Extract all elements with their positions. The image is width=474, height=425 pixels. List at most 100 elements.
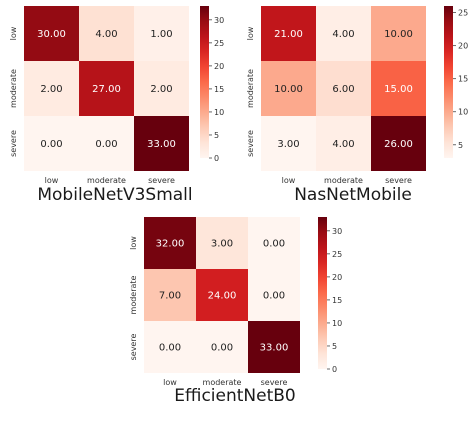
x-tick-label: low — [45, 176, 59, 185]
y-tick-label: moderate — [9, 69, 18, 108]
x-tick-label: severe — [385, 176, 412, 185]
colorbar-tick-label: 20 — [214, 62, 224, 71]
heatmap-cell — [261, 6, 316, 61]
colorbar-tick-label: 30 — [332, 227, 342, 236]
colorbar-tick-label: 30 — [214, 16, 224, 25]
heatmap-cell — [371, 116, 426, 171]
colorbar-tick-label: 0 — [332, 365, 337, 374]
heatmap-cell — [79, 6, 134, 61]
cell-value-label: 0.00 — [263, 239, 285, 250]
cell-value-label: 10.00 — [384, 29, 413, 40]
y-tick-label: low — [9, 26, 18, 40]
heatmap-cell — [248, 321, 300, 373]
heatmap-cell — [316, 6, 371, 61]
cell-value-label: 2.00 — [40, 84, 62, 95]
heatmap-cell — [144, 217, 196, 269]
heatmap-panel-efficientnetb0: 32.00 3.00 0.00 7.00 24.00 0.00 0.00 0.00 33.00 l… — [118, 215, 355, 425]
heatmap-cell — [134, 61, 189, 116]
colorbar-tick-label: 5 — [458, 141, 463, 150]
caption-efficientnetb0: EfficientNetB0 — [174, 386, 296, 406]
heatmap-cell — [196, 321, 248, 373]
cell-value-label: 0.00 — [40, 139, 62, 150]
colorbar-tick-label: 20 — [332, 273, 342, 282]
x-tick-label: moderate — [324, 176, 363, 185]
heatmap-cell — [24, 116, 79, 171]
caption-nasnetmobile: NasNetMobile — [294, 185, 412, 205]
cell-value-label: 15.00 — [384, 84, 413, 95]
cell-value-label: 2.00 — [150, 84, 172, 95]
colorbar-tick-label: 20 — [458, 42, 468, 51]
colorbar-tick-label: 5 — [214, 131, 219, 140]
x-tick-label: moderate — [87, 176, 126, 185]
colorbar-tick-label: 15 — [332, 296, 342, 305]
colorbar-tick-label: 25 — [458, 9, 468, 18]
heatmap-cell — [248, 217, 300, 269]
x-tick-label: low — [163, 378, 177, 387]
heatmap-cell — [261, 61, 316, 116]
cell-value-label: 10.00 — [274, 84, 303, 95]
y-tick-label: low — [246, 26, 255, 40]
heatmap-cell — [261, 116, 316, 171]
colorbar-tick-label: 15 — [458, 75, 468, 84]
cell-value-label: 24.00 — [208, 291, 237, 302]
heatmap-cell — [144, 269, 196, 321]
x-tick-label: severe — [148, 176, 175, 185]
heatmap-cell — [134, 116, 189, 171]
cell-value-label: 7.00 — [159, 291, 181, 302]
x-tick-label: moderate — [203, 378, 242, 387]
caption-mobilenetv3small: MobileNetV3Small — [37, 185, 193, 205]
y-tick-label: low — [129, 236, 138, 250]
y-tick-label: severe — [9, 130, 18, 157]
cell-value-label: 1.00 — [150, 29, 172, 40]
heatmap-cell — [79, 61, 134, 116]
colorbar-tick-label: 25 — [214, 39, 224, 48]
y-tick-label: severe — [246, 130, 255, 157]
cell-value-label: 26.00 — [384, 139, 413, 150]
cell-value-label: 27.00 — [92, 84, 121, 95]
heatmap-cell — [196, 269, 248, 321]
colorbar — [200, 6, 209, 158]
cell-value-label: 4.00 — [332, 139, 354, 150]
cell-value-label: 21.00 — [274, 29, 303, 40]
cell-value-label: 33.00 — [260, 343, 289, 354]
cell-value-label: 4.00 — [332, 29, 354, 40]
colorbar-tick-label: 0 — [214, 154, 219, 163]
x-tick-label: severe — [261, 378, 288, 387]
cell-value-label: 0.00 — [263, 291, 285, 302]
y-tick-label: moderate — [129, 275, 138, 314]
colorbar-tick-label: 25 — [332, 250, 342, 259]
heatmap-cell — [24, 6, 79, 61]
heatmap-cell — [134, 6, 189, 61]
heatmap-cell — [316, 61, 371, 116]
y-tick-label: moderate — [246, 69, 255, 108]
heatmap-cell — [316, 116, 371, 171]
cell-value-label: 6.00 — [332, 84, 354, 95]
heatmap-cell — [79, 116, 134, 171]
heatmap-cell — [144, 321, 196, 373]
heatmap-cell — [196, 217, 248, 269]
colorbar-tick-label: 15 — [214, 85, 224, 94]
heatmap-cell — [24, 61, 79, 116]
cell-value-label: 0.00 — [159, 343, 181, 354]
cell-value-label: 30.00 — [37, 29, 66, 40]
colorbar-tick-label: 10 — [458, 108, 468, 117]
heatmap-cell — [248, 269, 300, 321]
heatmap-efficientnetb0: 32.00 3.00 0.00 7.00 24.00 0.00 0.00 0.00 33.00 l… — [129, 217, 342, 387]
cell-value-label: 3.00 — [211, 239, 233, 250]
x-tick-label: low — [282, 176, 296, 185]
colorbar — [444, 6, 453, 158]
heatmap-panel-nasnetmobile: 21.00 4.00 10.00 10.00 6.00 15.00 3.00 4.00 26.0… — [237, 0, 474, 210]
cell-value-label: 3.00 — [277, 139, 299, 150]
colorbar — [318, 217, 327, 369]
colorbar-tick-label: 10 — [214, 108, 224, 117]
cell-value-label: 33.00 — [147, 139, 176, 150]
cell-value-label: 0.00 — [211, 343, 233, 354]
heatmap-panel-mobilenetv3small: 30.00 4.00 1.00 2.00 27.00 2.00 0.00 0.00 33.00 l… — [0, 0, 237, 210]
y-tick-label: severe — [129, 334, 138, 361]
cell-value-label: 4.00 — [95, 29, 117, 40]
heatmap-cell — [371, 6, 426, 61]
cell-value-label: 32.00 — [156, 239, 185, 250]
cell-value-label: 0.00 — [95, 139, 117, 150]
colorbar-tick-label: 10 — [332, 319, 342, 328]
